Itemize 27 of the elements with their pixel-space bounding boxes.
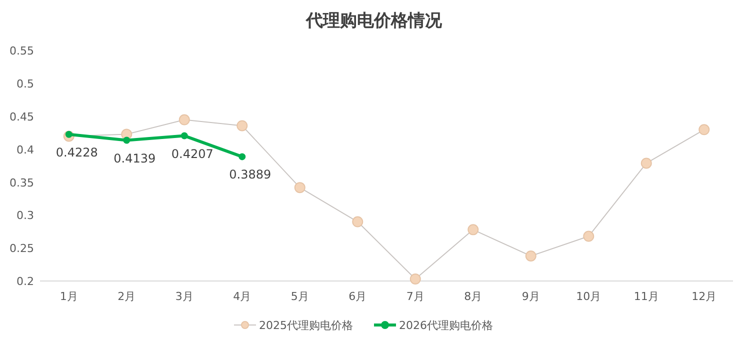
data-label: 0.4207 <box>171 146 214 161</box>
x-tick-label: 6月 <box>348 290 367 303</box>
x-tick-label: 1月 <box>60 290 78 303</box>
y-tick-label: 0.45 <box>10 110 34 124</box>
x-tick-label: 2月 <box>118 290 136 303</box>
y-tick-label: 0.5 <box>16 78 34 91</box>
x-tick-label: 5月 <box>290 290 309 303</box>
x-tick-label: 3月 <box>175 290 194 303</box>
y-tick-label: 0.25 <box>10 242 34 256</box>
y-tick-label: 0.35 <box>10 176 34 190</box>
x-tick-label: 8月 <box>464 290 482 303</box>
x-tick-label: 10月 <box>576 290 602 303</box>
chart-title: 代理购电价格情况 <box>305 11 443 31</box>
x-tick-label: 11月 <box>634 290 659 303</box>
legend-label: 2026代理购电价格 <box>399 319 493 332</box>
data-label: 0.4139 <box>114 151 156 166</box>
y-tick-label: 0.2 <box>16 275 34 288</box>
x-tick-label: 7月 <box>406 290 424 303</box>
y-tick-label: 0.3 <box>16 209 34 222</box>
data-label: 0.4228 <box>56 145 98 160</box>
x-tick-label: 9月 <box>522 290 540 303</box>
legend-label: 2025代理购电价格 <box>259 319 353 332</box>
y-tick-label: 0.4 <box>16 143 34 156</box>
x-tick-label: 4月 <box>233 290 252 303</box>
data-label: 0.3889 <box>229 168 272 182</box>
y-tick-label: 0.55 <box>10 44 34 58</box>
x-tick-label: 12月 <box>692 290 717 303</box>
